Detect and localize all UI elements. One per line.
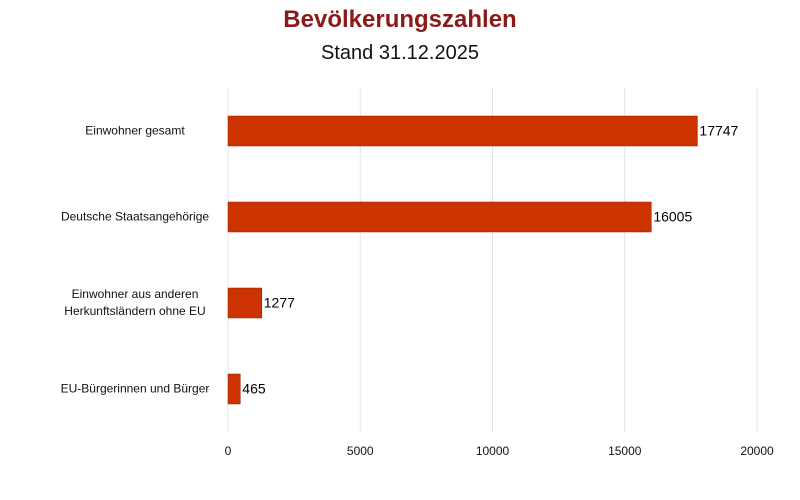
x-tick-label: 5000 xyxy=(347,444,374,458)
bar xyxy=(227,201,652,233)
x-tick-label: 20000 xyxy=(740,444,774,458)
bar xyxy=(227,287,263,319)
y-tick-label: Einwohner gesamt xyxy=(85,123,185,138)
value-label: 16005 xyxy=(653,209,692,225)
value-label: 465 xyxy=(242,381,266,397)
x-tick-label: 10000 xyxy=(476,444,510,458)
bar xyxy=(227,115,698,147)
y-tick-label: Deutsche Staatsangehörige xyxy=(60,209,210,224)
value-label: 17747 xyxy=(699,123,738,139)
x-tick-label: 0 xyxy=(225,444,232,458)
y-tick-label: Einwohner aus anderen Herkunftsländern o… xyxy=(64,287,206,318)
chart-subtitle: Stand 31.12.2025 xyxy=(321,42,479,64)
chart-title: Bevölkerungszahlen xyxy=(283,6,517,33)
bar xyxy=(227,373,241,405)
value-label: 1277 xyxy=(264,295,295,311)
y-tick-label: EU-Bürgerinnen und Bürger xyxy=(60,381,210,396)
x-tick-label: 15000 xyxy=(608,444,642,458)
